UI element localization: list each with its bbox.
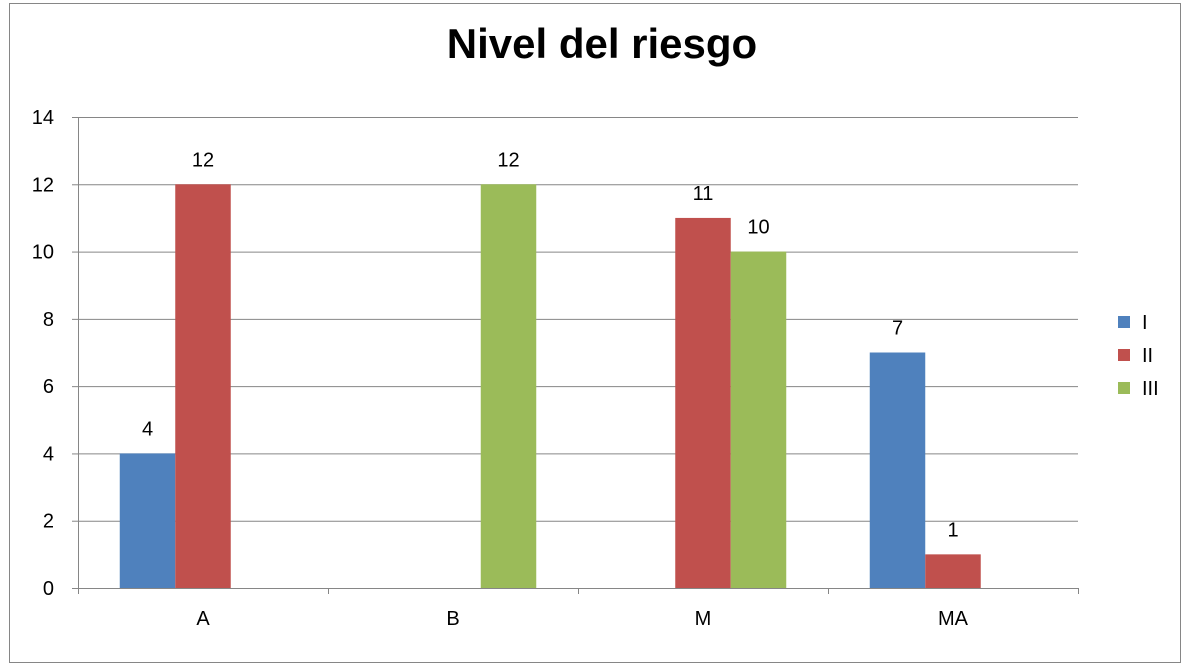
legend-label-III: III — [1142, 378, 1159, 400]
x-tick-label-A: A — [196, 608, 210, 630]
legend-label-I: I — [1142, 312, 1148, 334]
bar-III-M — [730, 251, 787, 589]
bar-II-MA — [925, 554, 981, 588]
data-label-III-B: 12 — [497, 149, 519, 171]
y-tick-label-14: 14 — [32, 107, 54, 129]
y-tick-label-8: 8 — [43, 309, 54, 331]
data-label-III-M: 10 — [747, 217, 769, 239]
data-label-II-MA: 1 — [947, 519, 958, 541]
y-tick-label-0: 0 — [43, 578, 54, 600]
bar-I-MA — [869, 352, 926, 588]
y-tick-label-12: 12 — [32, 174, 54, 196]
legend-swatch-I — [1118, 316, 1130, 328]
y-tick-label-2: 2 — [43, 511, 54, 533]
data-label-II-A: 12 — [192, 149, 214, 171]
bar-II-M — [675, 217, 731, 588]
bar-II-A — [175, 184, 231, 589]
data-labels: 0 2 4 6 8 10 12 14 A 4 12 B 12 M 11 10 MA 7 1 — [32, 107, 969, 630]
data-label-I-A: 4 — [142, 418, 153, 440]
y-tick-label-4: 4 — [43, 443, 54, 465]
data-label-II-M: 11 — [693, 183, 714, 205]
chart-title: Nivel del riesgo — [447, 20, 757, 67]
legend-swatch-III — [1118, 382, 1130, 394]
bar-I-A — [119, 453, 176, 588]
data-label-I-MA: 7 — [892, 318, 903, 340]
x-tick-label-B: B — [446, 608, 459, 630]
y-tick-label-10: 10 — [32, 242, 54, 264]
bar-III-B — [480, 184, 537, 589]
legend-label-II: II — [1142, 345, 1153, 367]
bars — [119, 184, 981, 589]
x-tick-label-M: M — [695, 608, 712, 630]
y-tick-label-6: 6 — [43, 376, 54, 398]
axes — [72, 117, 1079, 594]
legend-swatch-II — [1118, 349, 1130, 361]
x-tick-label-MA: MA — [938, 608, 969, 630]
